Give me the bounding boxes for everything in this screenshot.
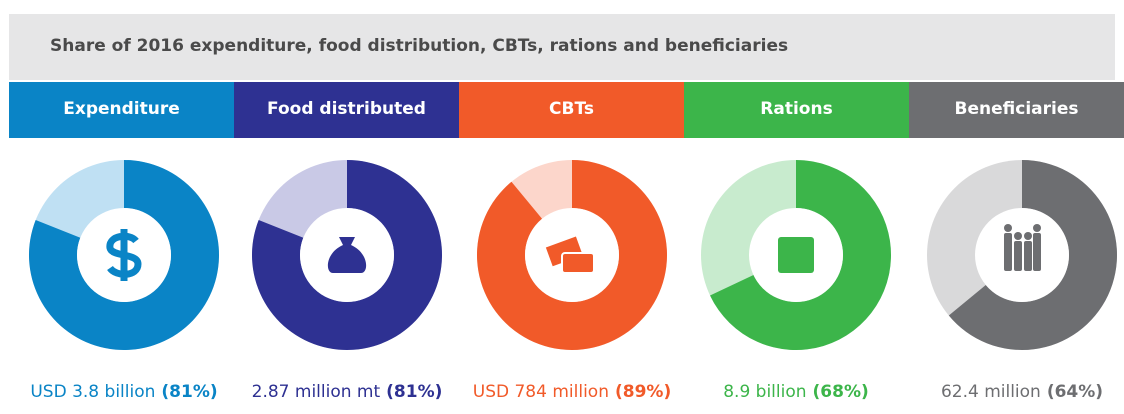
icon-head <box>1014 232 1022 240</box>
donut-panel: Expenditure USD 3.8 billion (81%) <box>9 82 234 402</box>
header-band <box>234 82 459 138</box>
caption-text: 2.87 million mt <box>252 382 381 402</box>
donut-panel: Rations 8.9 billion (68%) <box>684 82 909 402</box>
icon-body <box>1004 233 1012 271</box>
icon-dollar <box>106 229 142 281</box>
icon-body <box>1033 233 1041 271</box>
header-band <box>684 82 909 138</box>
icon-note <box>545 236 583 267</box>
donut-segment <box>710 160 891 350</box>
caption: 2.87 million mt (81%) <box>252 382 443 402</box>
donut-segment <box>477 159 668 350</box>
caption-text: USD 784 million <box>473 382 609 402</box>
caption: USD 3.8 billion (81%) <box>30 382 217 402</box>
icon-head <box>1024 232 1032 240</box>
header-label: CBTs <box>549 99 594 119</box>
header-band <box>909 82 1124 138</box>
caption-text: USD 3.8 billion <box>30 382 155 402</box>
donut-segment <box>252 160 443 351</box>
header-label: Rations <box>760 99 832 119</box>
donut-panel: Food distributed 2.87 million mt (81%) <box>234 82 459 402</box>
value-label: (64%) <box>1047 382 1103 402</box>
value-label: (81%) <box>386 382 442 402</box>
header-band <box>459 82 684 138</box>
title-band <box>9 14 1115 80</box>
header-band <box>9 82 234 138</box>
title: Share of 2016 expenditure, food distribu… <box>50 36 788 56</box>
icon-head <box>1004 224 1012 232</box>
icon-biscuit <box>778 237 814 273</box>
icon-sack <box>327 237 367 273</box>
caption: USD 784 million (89%) <box>473 382 671 402</box>
caption: 8.9 billion (68%) <box>723 382 869 402</box>
value-label: (81%) <box>161 382 217 402</box>
icon-card <box>561 252 595 274</box>
donut-segment <box>29 160 220 350</box>
icon-body <box>1024 241 1032 271</box>
header-label: Food distributed <box>267 99 426 119</box>
header-label: Beneficiaries <box>955 99 1079 119</box>
icon-head <box>1033 224 1041 232</box>
donut-segment <box>948 160 1117 350</box>
header-label: Expenditure <box>63 99 180 119</box>
caption: 62.4 million (64%) <box>941 382 1103 402</box>
value-label: (68%) <box>813 382 869 402</box>
donut-panel: CBTs USD 784 million (89%) <box>459 82 684 402</box>
icon-body <box>1014 241 1022 271</box>
caption-text: 8.9 billion <box>723 382 806 402</box>
value-label: (89%) <box>615 382 671 402</box>
donut-panel: Beneficiaries 62.4 million (64%) <box>909 82 1124 402</box>
caption-text: 62.4 million <box>941 382 1041 402</box>
